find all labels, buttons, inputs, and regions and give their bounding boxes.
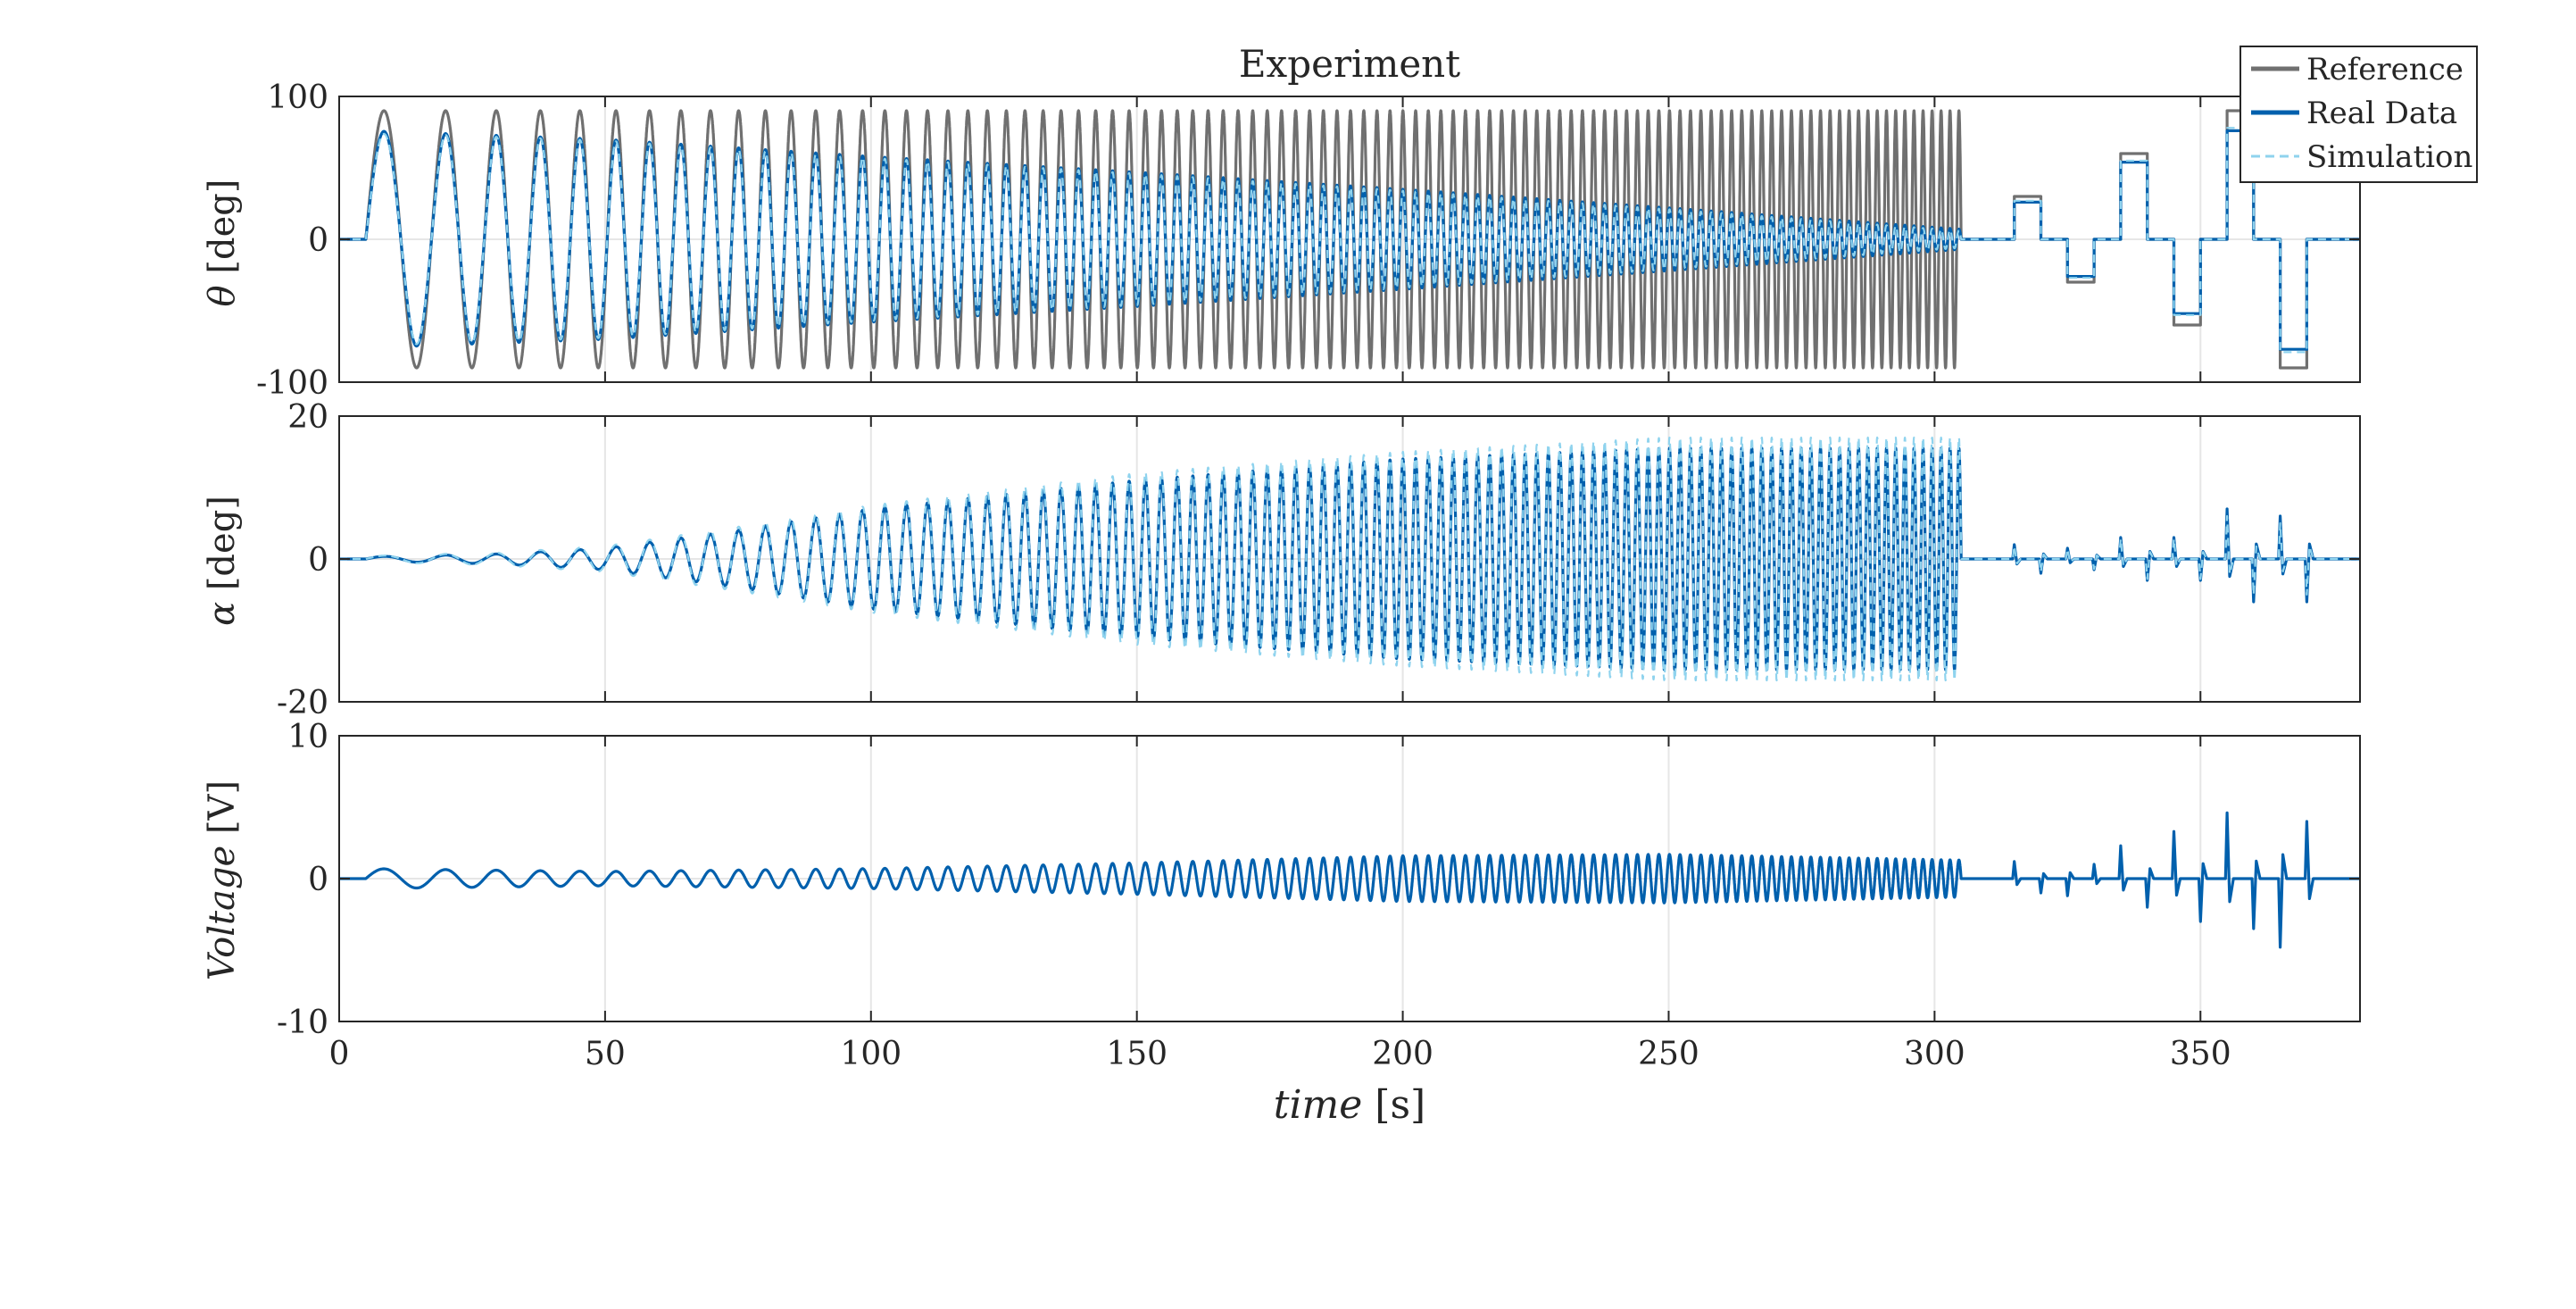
- y-tick-label-0: -100: [256, 365, 328, 402]
- y-tick-label-1: 0: [308, 862, 328, 898]
- y-tick-label-0: -10: [277, 1005, 328, 1041]
- theta-panel: -100 0 100: [256, 79, 2361, 402]
- y-tick-label-1: 0: [308, 222, 328, 259]
- x-tick-label-7: 350: [2170, 1036, 2231, 1072]
- x-tick-label-2: 100: [840, 1036, 902, 1072]
- legend-label-real-data: Real Data: [2306, 96, 2457, 131]
- y-tick-label-2: 20: [287, 399, 328, 436]
- legend-label-simulation: Simulation: [2306, 139, 2472, 175]
- alpha-panel: -20 0 20: [277, 399, 2361, 721]
- y-tick-label-2: 100: [267, 79, 328, 116]
- alpha-axis-label: α [deg]: [202, 496, 243, 626]
- chart-legend: Reference Real Data Simulation: [2239, 46, 2478, 183]
- series-line-real-data: [339, 811, 2360, 949]
- series-line-simulation: [339, 436, 2360, 682]
- x-tick-label-4: 200: [1372, 1036, 1433, 1072]
- theta-axis-label: θ [deg]: [202, 179, 243, 307]
- time-axis-label: time [s]: [1274, 1082, 1425, 1128]
- x-tick-label-5: 250: [1638, 1036, 1699, 1072]
- y-tick-label-1: 0: [308, 542, 328, 579]
- chart-title: Experiment: [1239, 42, 1460, 86]
- voltage-axis-label: Voltage [V]: [202, 780, 243, 980]
- x-tick-label-0: 0: [329, 1036, 350, 1072]
- y-tick-label-0: -20: [277, 685, 328, 721]
- y-tick-label-2: 10: [287, 719, 328, 755]
- x-tick-label-6: 300: [1904, 1036, 1965, 1072]
- series-line-simulation: [339, 127, 2360, 354]
- x-tick-label-3: 150: [1106, 1036, 1168, 1072]
- x-tick-label-1: 50: [585, 1036, 626, 1072]
- legend-label-reference: Reference: [2306, 52, 2464, 88]
